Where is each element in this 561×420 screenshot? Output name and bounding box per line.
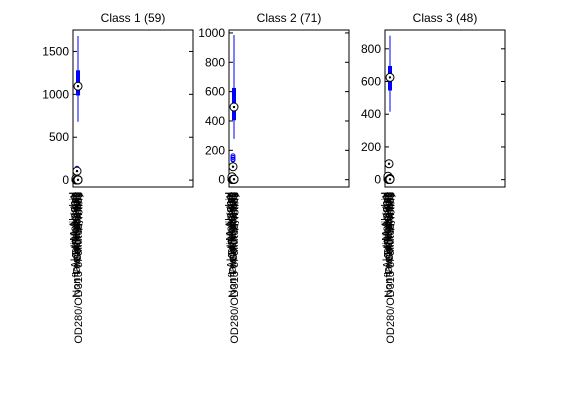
box-median-dot bbox=[75, 169, 79, 173]
x-tick-label: Malic acid bbox=[68, 192, 80, 241]
x-tick-label: Alcalinity of ash bbox=[225, 192, 237, 268]
x-tick-label: Proanthocyanins bbox=[72, 192, 84, 274]
y-tick-label: 600 bbox=[361, 75, 381, 89]
x-tick-label: Hue bbox=[73, 192, 85, 212]
box-13 bbox=[229, 35, 239, 139]
y-tick-label: 800 bbox=[205, 55, 225, 69]
y-tick-label: 500 bbox=[49, 130, 69, 144]
x-tick-label: Ash bbox=[381, 192, 393, 211]
x-tick-label: Proline bbox=[385, 192, 397, 226]
box-12 bbox=[229, 174, 239, 184]
y-tick-label: 800 bbox=[361, 42, 381, 56]
box-median-dot bbox=[231, 165, 235, 168]
box-5 bbox=[384, 159, 394, 169]
box-median-dot bbox=[387, 162, 391, 165]
x-tick-label: Ash bbox=[69, 192, 81, 211]
chart-title: Class 2 (71) bbox=[257, 11, 322, 25]
plot-area-frame bbox=[384, 29, 506, 188]
box-13 bbox=[73, 36, 83, 122]
x-tick-label: Ash bbox=[225, 192, 237, 211]
x-tick-label: Proline bbox=[229, 192, 241, 226]
x-tick-label: Flavanoids bbox=[71, 192, 83, 246]
x-tick-label: Proline bbox=[73, 192, 85, 226]
x-tick-label: Color intensity bbox=[228, 192, 240, 262]
x-tick-label: Total phenols bbox=[382, 192, 394, 257]
box-median-dot bbox=[388, 76, 392, 79]
y-tick-label: 400 bbox=[205, 114, 225, 128]
x-tick-label: Alcohol bbox=[224, 192, 236, 228]
x-tick-label: Malic acid bbox=[380, 192, 392, 241]
y-tick-label: 1000 bbox=[198, 26, 225, 40]
x-tick-label: Flavanoids bbox=[227, 192, 239, 246]
x-tick-label: Flavanoids bbox=[383, 192, 395, 246]
box-outlier bbox=[230, 155, 236, 161]
x-tick-label: Malic acid bbox=[224, 192, 236, 241]
y-tick-label: 0 bbox=[374, 173, 381, 187]
box-12 bbox=[73, 175, 83, 185]
chart-panel-2: Class 2 (71) 0 200 400 600 800 1000 AlcoholMali… bbox=[198, 11, 350, 344]
box-median-dot bbox=[76, 84, 80, 88]
x-tick-label: Color intensity bbox=[72, 192, 84, 262]
x-tick-label: Magnesium bbox=[382, 192, 394, 249]
chart-title: Class 3 (48) bbox=[413, 11, 478, 25]
box-outlier bbox=[230, 157, 236, 163]
x-tick-label: OD280/OD315 of diluted wines bbox=[385, 192, 397, 344]
x-tick-label: Nonflavanoid phenols bbox=[227, 192, 239, 298]
y-tick-label: 1000 bbox=[42, 87, 69, 101]
box-5 bbox=[72, 165, 82, 176]
y-tick-label: 200 bbox=[205, 143, 225, 157]
y-tick-label: 1500 bbox=[42, 44, 69, 58]
y-tick-label: 0 bbox=[62, 173, 69, 187]
x-tick-label: Color intensity bbox=[384, 192, 396, 262]
box-12 bbox=[385, 174, 395, 184]
x-tick-label: Nonflavanoid phenols bbox=[383, 192, 395, 298]
box-5 bbox=[228, 153, 238, 172]
box-median-dot bbox=[76, 178, 80, 182]
box-13 bbox=[385, 35, 395, 112]
x-tick-label: Hue bbox=[385, 192, 397, 212]
x-tick-label: Proanthocyanins bbox=[228, 192, 240, 274]
x-tick-label: Alcohol bbox=[380, 192, 392, 228]
x-tick-label: Alcohol bbox=[68, 192, 80, 228]
x-tick-label: Total phenols bbox=[70, 192, 82, 257]
y-tick-label: 0 bbox=[218, 173, 225, 187]
x-tick-label: Magnesium bbox=[226, 192, 238, 249]
box-median-dot bbox=[232, 178, 236, 181]
plot-area-frame bbox=[72, 29, 194, 188]
chart-title: Class 1 (59) bbox=[101, 11, 166, 25]
x-tick-label: OD280/OD315 of diluted wines bbox=[229, 192, 241, 344]
x-tick-label: OD280/OD315 of diluted wines bbox=[73, 192, 85, 344]
box-median-dot bbox=[232, 105, 236, 109]
box-median-dot bbox=[388, 178, 392, 181]
plot-area-frame bbox=[228, 29, 350, 188]
y-tick-label: 400 bbox=[361, 107, 381, 121]
x-tick-label: Alcalinity of ash bbox=[69, 192, 81, 268]
x-tick-label: Magnesium bbox=[70, 192, 82, 249]
y-tick-label: 200 bbox=[361, 140, 381, 154]
x-tick-label: Total phenols bbox=[226, 192, 238, 257]
y-tick-label: 600 bbox=[205, 85, 225, 99]
x-tick-label: Hue bbox=[229, 192, 241, 212]
x-tick-label: Nonflavanoid phenols bbox=[71, 192, 83, 298]
x-tick-label: Alcalinity of ash bbox=[381, 192, 393, 268]
x-tick-label: Proanthocyanins bbox=[384, 192, 396, 274]
